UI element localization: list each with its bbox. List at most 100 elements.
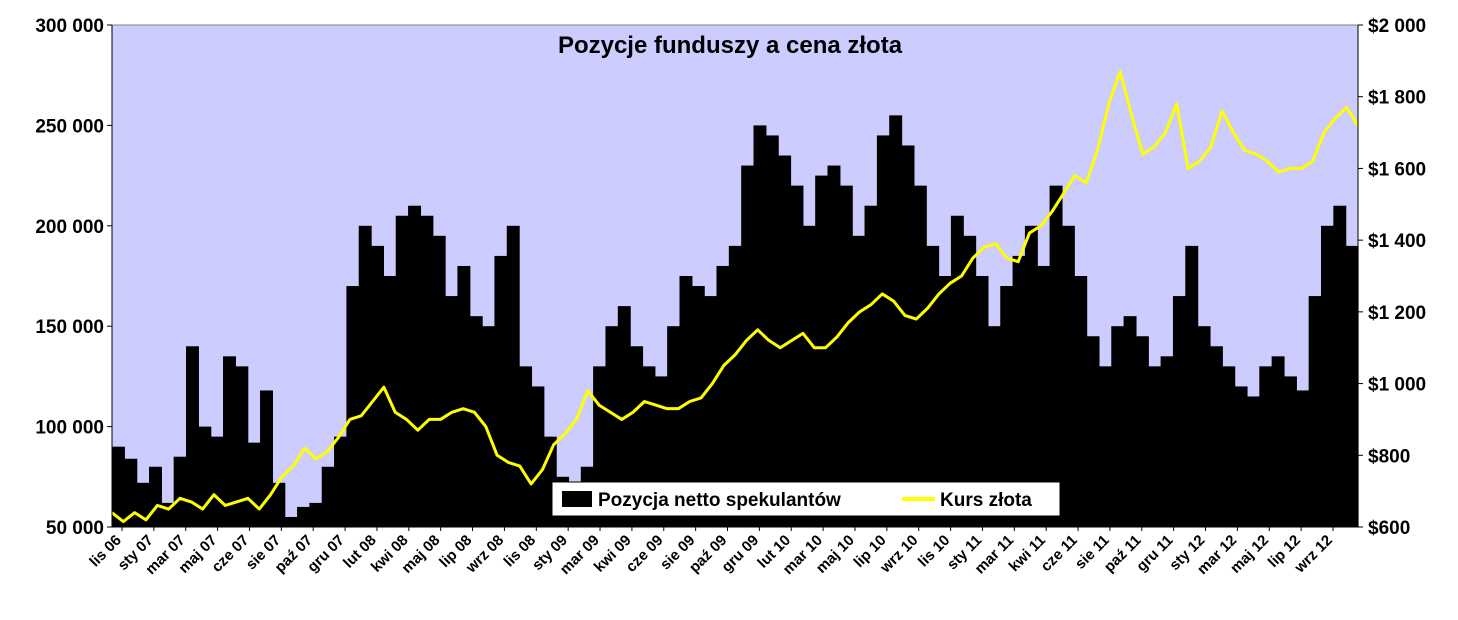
bar-position-82: [1123, 316, 1137, 527]
bar-position-86: [1172, 296, 1186, 527]
bar-position-83: [1135, 336, 1149, 527]
bar-position-15: [297, 506, 310, 527]
bar-position-98: [1320, 225, 1334, 528]
bar-position-55: [790, 185, 804, 527]
bar-position-99: [1333, 205, 1347, 527]
bar-position-77: [1061, 225, 1075, 528]
bar-position-14: [284, 516, 298, 527]
bar-position-48: [704, 296, 718, 527]
bar-position-47: [691, 286, 705, 527]
bar-position-84: [1148, 366, 1162, 527]
bar-position-24: [408, 205, 422, 527]
bar-position-95: [1283, 376, 1297, 527]
y-left-tick-label-5: 300 000: [35, 16, 104, 37]
bar-position-1: [124, 458, 138, 527]
y-left-tick-label-1: 100 000: [35, 418, 104, 439]
bar-position-90: [1222, 366, 1236, 527]
bar-position-46: [679, 276, 693, 527]
bar-position-57: [815, 175, 829, 527]
bar-position-49: [716, 265, 730, 527]
bar-position-33: [519, 366, 533, 527]
bar-position-68: [950, 215, 964, 527]
bar-position-72: [1000, 286, 1014, 527]
chart-title: Pozycje funduszy a cena złota: [558, 32, 903, 59]
bar-position-74: [1024, 225, 1038, 528]
bar-position-63: [889, 115, 903, 528]
bar-position-81: [1111, 326, 1125, 527]
bar-position-34: [531, 386, 545, 527]
bar-position-20: [358, 225, 372, 528]
y-right-tick-label-0: $600: [1368, 518, 1410, 539]
bar-position-40: [605, 326, 619, 527]
bar-position-88: [1197, 326, 1211, 527]
bar-position-93: [1259, 366, 1273, 527]
y-right-tick-label-7: $2 000: [1368, 16, 1426, 37]
y-right-tick-label-2: $1 000: [1368, 375, 1426, 396]
bar-position-31: [494, 255, 508, 528]
y-left-tick-label-3: 200 000: [35, 217, 104, 238]
legend-swatch-bars: [562, 491, 592, 507]
y-right-tick-label-4: $1 400: [1368, 231, 1426, 252]
bar-position-97: [1308, 296, 1322, 527]
bar-position-28: [457, 265, 471, 527]
y-left-tick-label-2: 150 000: [35, 317, 104, 338]
bar-position-23: [395, 215, 409, 527]
bar-position-78: [1074, 276, 1088, 527]
bar-position-61: [864, 205, 878, 527]
bar-position-94: [1271, 356, 1285, 527]
y-right-tick-label-1: $800: [1368, 446, 1410, 467]
line-layer: [111, 70, 1360, 524]
bar-position-76: [1049, 185, 1063, 527]
bar-position-0: [112, 446, 125, 527]
bar-position-5: [173, 456, 187, 527]
bar-position-53: [765, 135, 779, 527]
bar-position-6: [186, 346, 199, 527]
legend: Pozycja netto spekulantów Kurs złota: [551, 481, 1061, 517]
bar-position-87: [1185, 245, 1199, 527]
bar-position-30: [482, 326, 496, 527]
bar-position-80: [1098, 366, 1112, 527]
bar-position-52: [753, 125, 767, 528]
bar-position-11: [247, 442, 261, 527]
bar-position-25: [420, 215, 434, 527]
bar-position-19: [346, 286, 360, 527]
bar-position-8: [210, 436, 224, 527]
bar-position-54: [778, 155, 792, 527]
bar-position-64: [901, 145, 915, 528]
y-right-tick-label-6: $1 800: [1368, 88, 1426, 109]
bar-position-73: [1012, 255, 1026, 528]
bar-position-16: [309, 502, 323, 527]
y-left-tick-label-4: 250 000: [35, 116, 104, 137]
bar-position-12: [260, 390, 273, 527]
line-series-gold-price: [111, 70, 1360, 524]
bar-position-91: [1234, 386, 1248, 527]
bar-position-96: [1296, 390, 1310, 527]
legend-box: [551, 481, 1061, 517]
bar-position-70: [975, 276, 989, 527]
bar-position-3: [149, 466, 162, 527]
bar-position-65: [913, 185, 927, 527]
legend-label-bars: Pozycja netto spekulantów: [598, 490, 841, 511]
bar-position-21: [371, 245, 385, 527]
bar-position-18: [334, 436, 347, 527]
bar-position-79: [1086, 336, 1100, 527]
y-right-tick-label-5: $1 600: [1368, 159, 1426, 180]
bar-position-26: [432, 235, 446, 527]
legend-label-line: Kurs złota: [940, 490, 1032, 511]
bar-position-10: [235, 366, 249, 527]
bar-position-50: [728, 245, 742, 527]
bar-position-13: [272, 482, 286, 527]
bar-position-85: [1160, 356, 1174, 527]
bar-position-89: [1209, 346, 1223, 527]
bar-position-92: [1246, 396, 1260, 527]
bar-position-56: [802, 225, 816, 528]
y-left-tick-label-0: 50 000: [46, 518, 104, 539]
bar-position-7: [198, 426, 212, 527]
bar-position-62: [876, 135, 890, 527]
bar-position-45: [667, 326, 681, 527]
bar-position-17: [321, 466, 335, 527]
bar-position-69: [963, 235, 977, 527]
bar-position-2: [136, 482, 150, 527]
